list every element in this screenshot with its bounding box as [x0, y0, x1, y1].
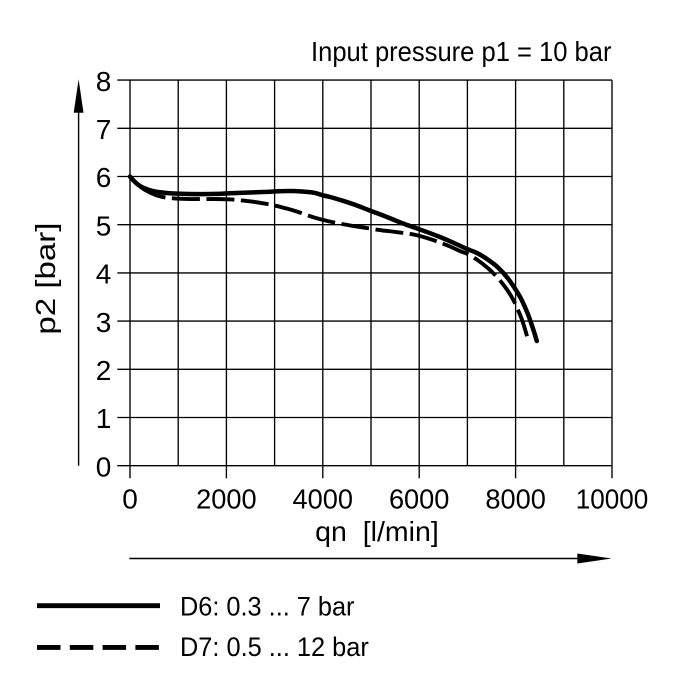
- svg-text:Input pressure p1 = 10 bar: Input pressure p1 = 10 bar: [311, 36, 612, 67]
- svg-text:8: 8: [96, 66, 112, 97]
- svg-text:2000: 2000: [196, 484, 257, 515]
- svg-text:0: 0: [96, 451, 112, 482]
- svg-text:4: 4: [96, 259, 112, 290]
- svg-text:6000: 6000: [389, 484, 450, 515]
- svg-text:qn [l/min]: qn [l/min]: [315, 516, 439, 547]
- svg-text:4000: 4000: [293, 484, 354, 515]
- svg-text:2: 2: [96, 355, 112, 386]
- svg-text:D7: 0.5 ... 12 bar: D7: 0.5 ... 12 bar: [180, 632, 369, 662]
- svg-text:0: 0: [122, 484, 138, 515]
- svg-text:1: 1: [96, 403, 112, 434]
- svg-text:8000: 8000: [485, 484, 546, 515]
- svg-text:D6: 0.3 ... 7 bar: D6: 0.3 ... 7 bar: [180, 591, 355, 621]
- svg-text:6: 6: [96, 162, 112, 193]
- svg-text:3: 3: [96, 307, 112, 338]
- svg-text:5: 5: [96, 210, 112, 241]
- svg-text:7: 7: [96, 114, 112, 145]
- svg-text:10000: 10000: [576, 484, 649, 515]
- svg-text:p2 [bar]: p2 [bar]: [30, 223, 61, 335]
